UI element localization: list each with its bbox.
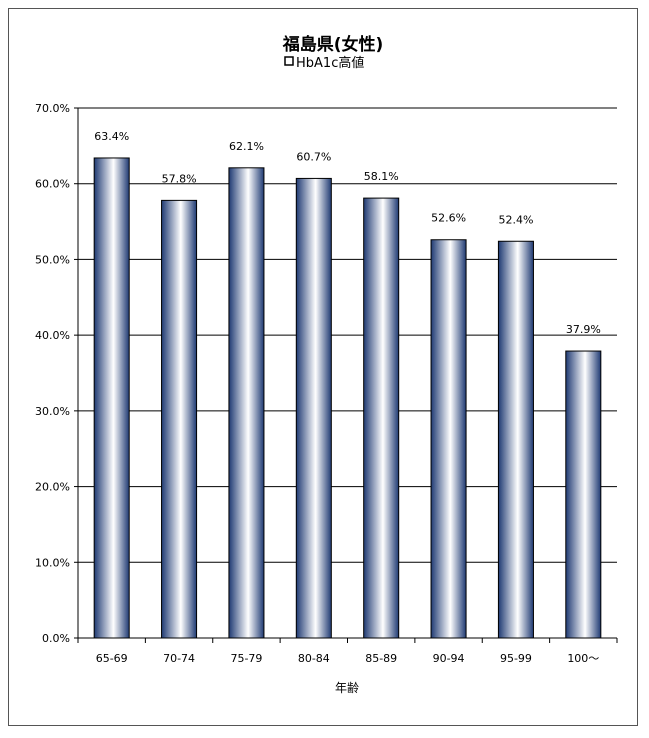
bar (363, 197, 400, 639)
x-tick-label: 75-79 (230, 652, 262, 665)
x-tick-label: 100〜 (567, 652, 599, 665)
x-tick-label: 85-89 (365, 652, 397, 665)
bar (93, 157, 130, 639)
legend: HbA1c高値 (284, 55, 364, 71)
bar (497, 240, 534, 639)
x-tick-label: 80-84 (298, 652, 330, 665)
gridlines (78, 107, 617, 563)
bar (430, 239, 467, 639)
x-tick-label: 90-94 (433, 652, 465, 665)
axes (77, 108, 617, 639)
data-label: 58.1% (364, 170, 399, 183)
y-tick-label: 40.0% (35, 329, 70, 342)
bars (93, 157, 602, 639)
y-tick-label: 60.0% (35, 178, 70, 191)
legend-swatch (284, 56, 294, 66)
x-tick-label: 70-74 (163, 652, 195, 665)
data-label: 63.4% (94, 130, 129, 143)
y-axis-ticks: 0.0% 10.0% 20.0% 30.0% 40.0% 50.0% 60.0% 70.0% (35, 102, 78, 645)
chart-title: 福島県(女性) (282, 34, 384, 55)
y-tick-label: 0.0% (42, 632, 70, 645)
data-label: 37.9% (566, 323, 601, 336)
y-tick-label: 20.0% (35, 481, 70, 494)
bar (228, 167, 265, 639)
data-labels: 63.4% 57.8% 62.1% 60.7% 58.1% 52.6% 52.4% 37.9% (94, 130, 601, 336)
legend-entry: HbA1c高値 (296, 55, 364, 71)
x-axis-label: 年齢 (335, 680, 359, 695)
data-label: 62.1% (229, 140, 264, 153)
y-tick-label: 30.0% (35, 405, 70, 418)
x-axis-ticks: 65-69 70-74 75-79 80-84 85-89 90-94 95-99 100〜 (77, 638, 618, 665)
data-label: 57.8% (162, 172, 197, 185)
bar (161, 199, 198, 639)
y-tick-label: 10.0% (35, 556, 70, 569)
bar (565, 350, 602, 639)
x-tick-label: 95-99 (500, 652, 532, 665)
y-tick-label: 50.0% (35, 253, 70, 266)
y-tick-label: 70.0% (35, 102, 70, 115)
data-label: 60.7% (296, 150, 331, 163)
data-label: 52.4% (498, 213, 533, 226)
data-label: 52.6% (431, 212, 466, 225)
x-tick-label: 65-69 (96, 652, 128, 665)
bar (295, 177, 332, 639)
